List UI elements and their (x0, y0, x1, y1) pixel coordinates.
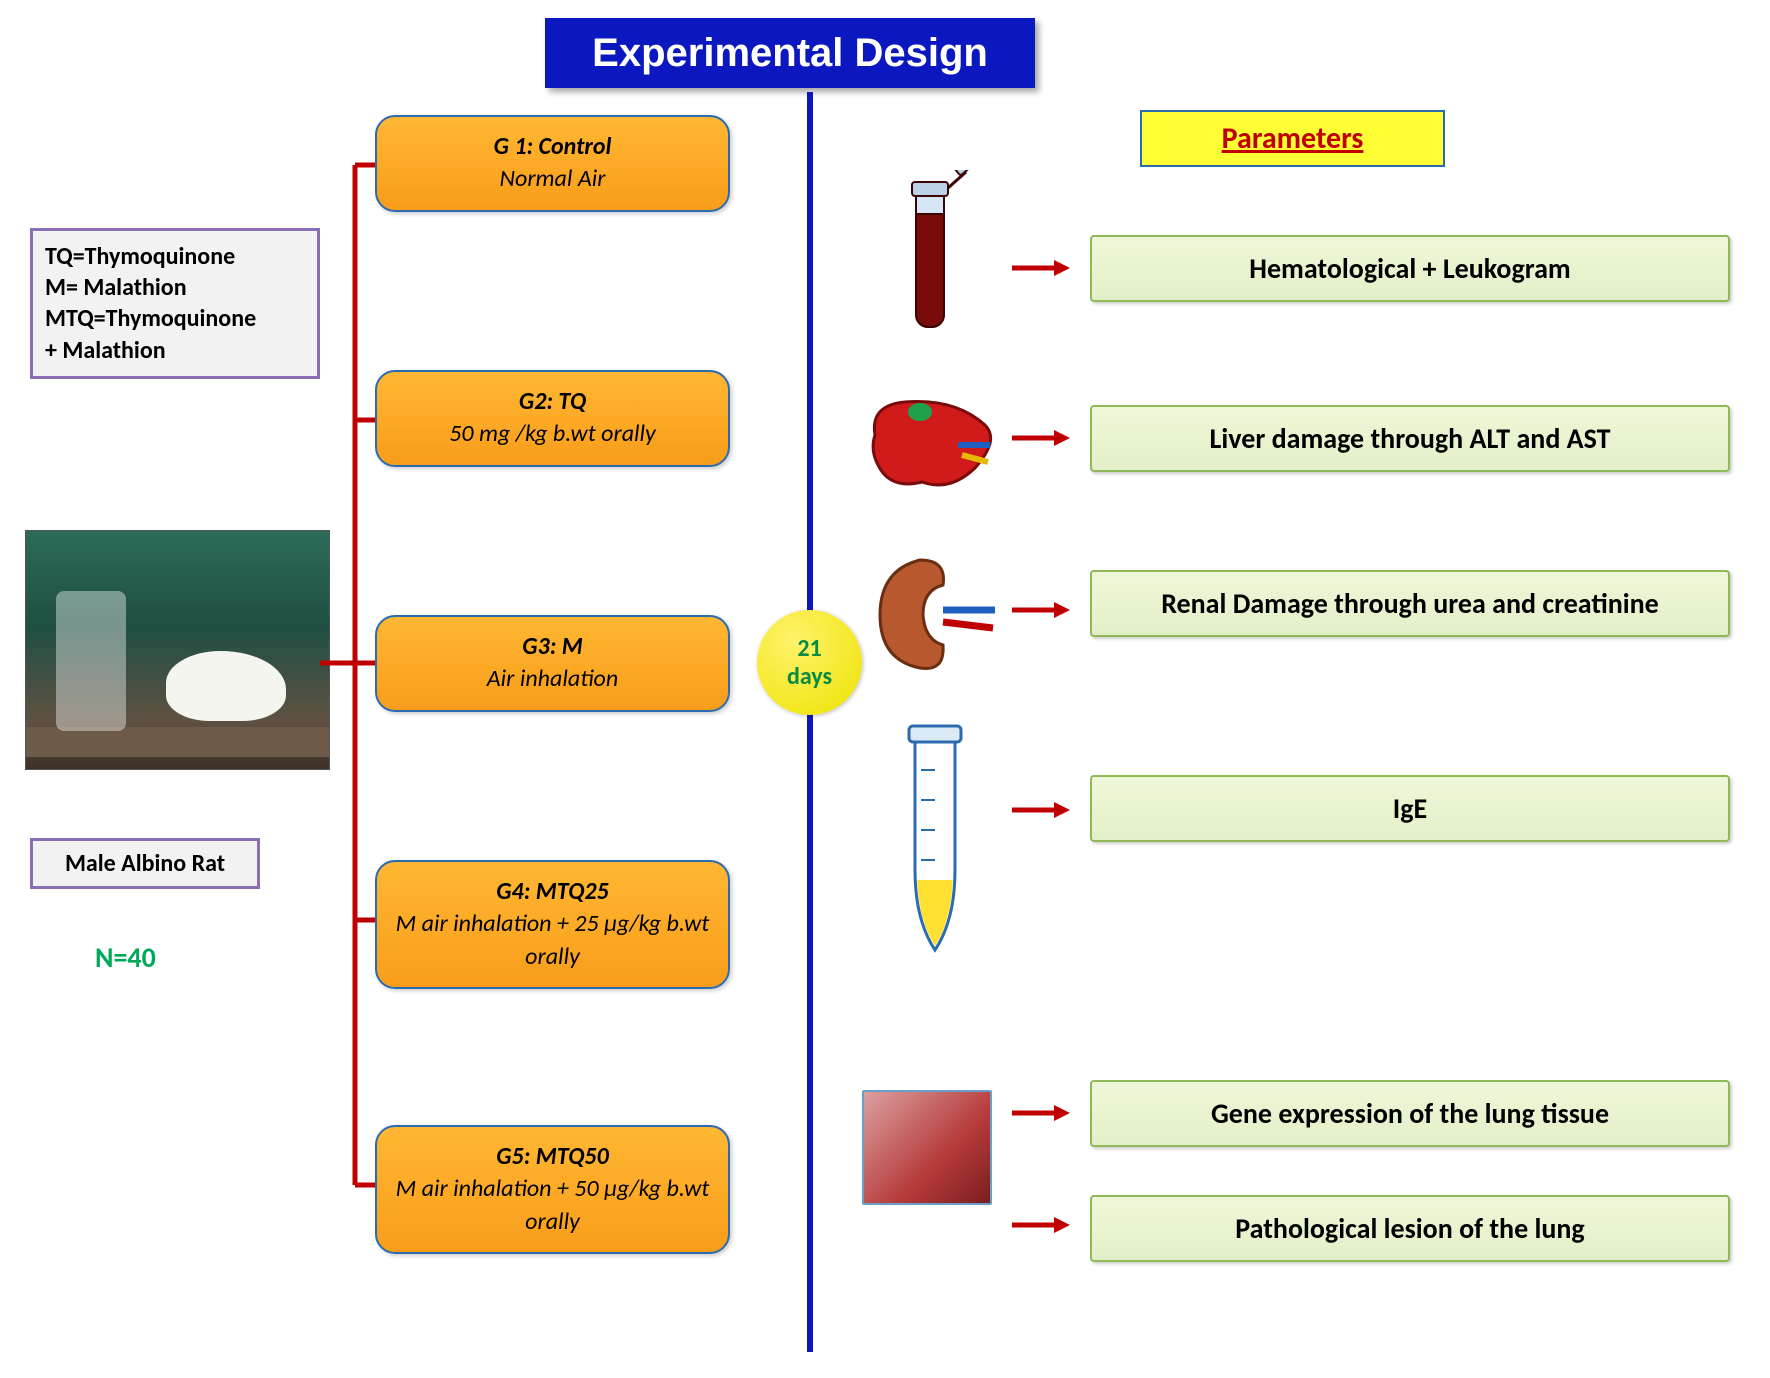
duration-n: 21 (757, 635, 862, 663)
serum-tube-icon (885, 720, 985, 970)
param-hematology: Hematological + Leukogram (1090, 235, 1730, 302)
legend-line: M= Malathion (45, 272, 305, 303)
group-title: G2: TQ (389, 386, 716, 418)
duration-unit: days (757, 663, 862, 691)
legend-line: + Malathion (45, 335, 305, 366)
arrow-icon (1010, 800, 1070, 820)
legend-box: TQ=Thymoquinone M= Malathion MTQ=Thymoqu… (30, 228, 320, 379)
group-g1: G 1: Control Normal Air (375, 115, 730, 212)
group-desc: Normal Air (389, 163, 716, 195)
arrow-icon (1010, 428, 1070, 448)
group-g4: G4: MTQ25 M air inhalation + 25 µg/kg b.… (375, 860, 730, 989)
group-title: G5: MTQ50 (389, 1141, 716, 1173)
liver-icon (860, 390, 1000, 500)
group-desc: 50 mg /kg b.wt orally (389, 418, 716, 450)
group-title: G3: M (389, 631, 716, 663)
rat-photo (25, 530, 330, 770)
page-title: Experimental Design (545, 18, 1035, 88)
group-g5: G5: MTQ50 M air inhalation + 50 µg/kg b.… (375, 1125, 730, 1254)
group-g3: G3: M Air inhalation (375, 615, 730, 712)
param-renal: Renal Damage through urea and creatinine (1090, 570, 1730, 637)
legend-line: MTQ=Thymoquinone (45, 303, 305, 334)
kidney-icon (865, 550, 1005, 680)
param-ige: IgE (1090, 775, 1730, 842)
subject-label: Male Albino Rat (30, 838, 260, 889)
arrow-icon (1010, 1215, 1070, 1235)
lung-photo (862, 1090, 992, 1205)
param-liver: Liver damage through ALT and AST (1090, 405, 1730, 472)
group-desc: Air inhalation (389, 663, 716, 695)
param-gene: Gene expression of the lung tissue (1090, 1080, 1730, 1147)
group-desc: M air inhalation + 25 µg/kg b.wt orally (389, 908, 716, 973)
blood-tube-icon (880, 170, 970, 360)
param-pathology: Pathological lesion of the lung (1090, 1195, 1730, 1262)
group-title: G 1: Control (389, 131, 716, 163)
arrow-icon (1010, 1103, 1070, 1123)
legend-line: TQ=Thymoquinone (45, 241, 305, 272)
arrow-icon (1010, 600, 1070, 620)
vertical-divider (807, 92, 813, 1352)
parameters-header: Parameters (1140, 110, 1445, 167)
group-title: G4: MTQ25 (389, 876, 716, 908)
duration-badge: 21 days (757, 610, 862, 715)
arrow-icon (1010, 258, 1070, 278)
group-g2: G2: TQ 50 mg /kg b.wt orally (375, 370, 730, 467)
group-desc: M air inhalation + 50 µg/kg b.wt orally (389, 1173, 716, 1238)
subject-n: N=40 (95, 940, 156, 975)
